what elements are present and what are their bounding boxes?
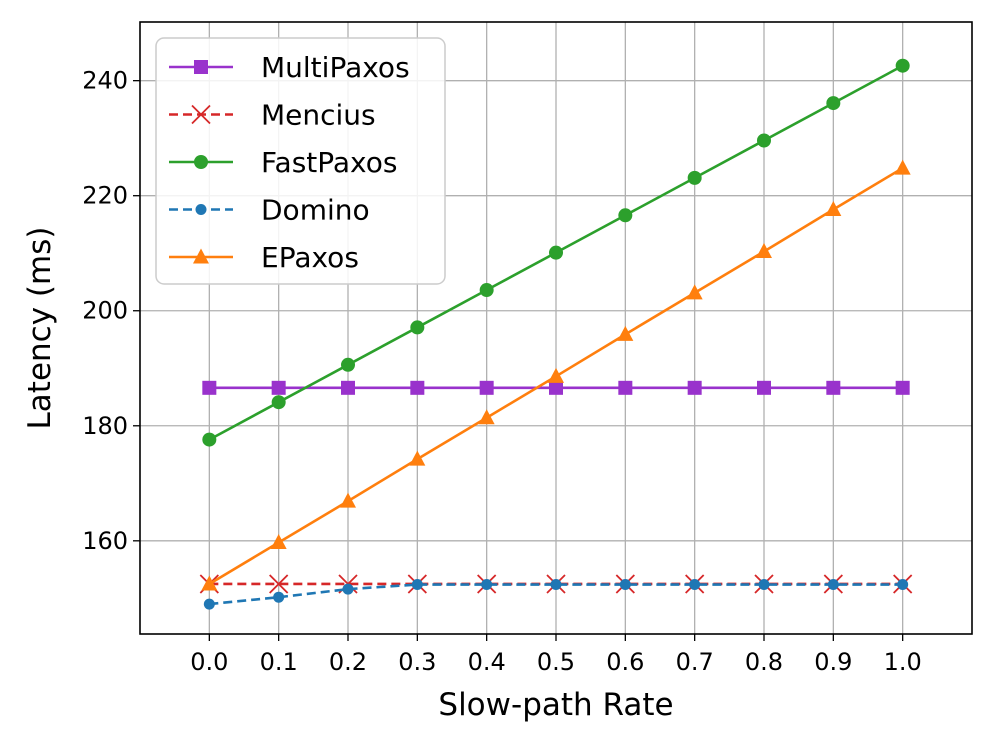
legend-item-multipaxos: MultiPaxos [169,51,410,84]
data-point-epaxos [756,243,772,258]
y-axis-ticks: 160 180 200 220 240 [82,67,140,555]
y-tick-label: 220 [82,182,128,210]
legend: MultiPaxos Mencius FastPaxos Domino EPaxos [155,37,446,285]
series-fastpaxos [202,58,910,447]
marker-stroke [269,574,289,594]
series-line-domino [209,583,903,606]
legend-item-epaxos: EPaxos [169,241,359,274]
data-point-epaxos [478,409,495,425]
x-tick-label: 0.5 [537,648,575,676]
data-point-fastpaxos [618,208,633,223]
data-point-epaxos [548,367,564,383]
y-tick-label: 180 [82,412,128,440]
legend-marker-domino [195,204,207,215]
data-point-epaxos [340,492,356,508]
y-tick-label: 200 [82,297,128,325]
x-axis-ticks: 0.0 0.1 0.2 0.3 0.4 0.5 0.6 0.7 0.8 0.9 1.0 [190,634,922,676]
series-epaxos [201,159,911,591]
x-tick-label: 0.4 [468,648,506,676]
legend-item-domino: Domino [169,194,370,227]
data-point-multipaxos [757,380,771,395]
data-point-epaxos [201,575,218,591]
legend-marker-fastpaxos [194,155,208,169]
x-tick-label: 0.3 [398,648,436,676]
data-point-fastpaxos [895,58,910,73]
data-point-domino [827,579,839,591]
legend-marker-mencius [191,104,211,125]
data-point-mencius [269,574,289,594]
data-point-domino [342,583,354,595]
marker-stroke [191,104,211,125]
data-point-multipaxos [549,380,563,395]
data-point-domino [619,579,631,591]
x-tick-label: 0.2 [329,648,367,676]
x-tick-label: 0.0 [190,648,228,676]
legend-label-epaxos: EPaxos [261,241,359,274]
data-point-epaxos [686,284,703,300]
data-point-epaxos [409,450,426,466]
data-point-fastpaxos [202,432,217,447]
x-axis-title: Slow-path Rate [438,687,673,723]
data-point-epaxos [617,325,634,341]
data-point-fastpaxos [410,320,425,335]
series-layer [199,58,913,610]
data-point-fastpaxos [826,96,841,111]
x-tick-label: 0.8 [745,648,783,676]
data-point-domino [550,579,562,591]
series-multipaxos [202,380,910,395]
legend-marker-epaxos [193,248,209,264]
series-domino [203,579,909,610]
data-point-multipaxos [410,380,425,395]
data-point-domino [897,579,909,591]
x-tick-label: 0.9 [814,648,852,676]
data-point-multipaxos [895,380,910,395]
data-point-multipaxos [271,380,286,395]
data-point-epaxos [894,159,911,175]
x-tick-label: 0.1 [260,648,298,676]
legend-item-fastpaxos: FastPaxos [169,146,397,179]
y-axis-title: Latency (ms) [22,227,58,430]
data-point-multipaxos [202,380,217,395]
data-point-domino [203,598,215,610]
y-tick-label: 240 [82,67,128,95]
y-tick-label: 160 [82,527,128,555]
data-point-fastpaxos [549,245,563,260]
data-point-fastpaxos [341,357,355,372]
x-tick-label: 1.0 [884,648,922,676]
x-tick-label: 0.6 [606,648,644,676]
legend-label-multipaxos: MultiPaxos [261,51,410,84]
data-point-fastpaxos [271,395,286,410]
data-point-fastpaxos [687,170,702,185]
data-point-epaxos [825,201,842,217]
data-point-multipaxos [826,380,841,395]
data-point-domino [411,579,423,591]
legend-label-fastpaxos: FastPaxos [261,146,397,179]
data-point-fastpaxos [479,283,494,298]
data-point-domino [758,579,770,591]
data-point-multipaxos [618,380,633,395]
data-point-domino [689,579,701,591]
data-point-multipaxos [687,380,702,395]
data-point-domino [273,591,285,603]
data-point-epaxos [270,534,287,550]
data-point-multipaxos [479,380,494,395]
data-point-fastpaxos [757,133,771,148]
legend-item-mencius: Mencius [169,99,376,132]
x-tick-label: 0.7 [676,648,714,676]
legend-marker-multipaxos [194,60,208,74]
legend-box [155,37,446,285]
data-point-multipaxos [341,380,355,395]
legend-label-domino: Domino [261,194,370,227]
legend-label-mencius: Mencius [261,99,376,132]
data-point-domino [481,579,493,591]
